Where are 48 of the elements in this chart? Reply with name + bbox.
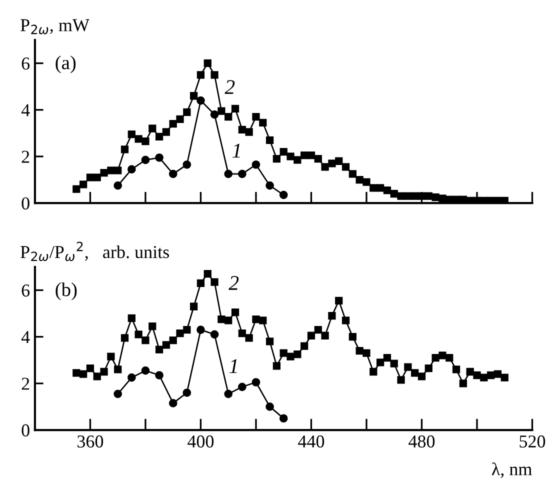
x-tick-label: 360: [78, 435, 104, 448]
annotation: 1: [229, 359, 237, 374]
annotation: 2: [228, 276, 239, 290]
x-tick-label: 400: [188, 435, 214, 448]
point: [279, 414, 288, 423]
annotation: 2: [224, 80, 235, 94]
point: [114, 181, 122, 190]
y-tick-label: 2: [22, 378, 30, 390]
point: [168, 170, 178, 178]
point: [238, 170, 246, 178]
y-axis-title: P$_{2ω}$, mW: [20, 19, 90, 34]
y-tick-label: 0: [22, 424, 30, 436]
point: [127, 373, 136, 382]
point: [238, 382, 246, 392]
point: [210, 110, 219, 119]
point: [196, 326, 205, 334]
point: [266, 181, 274, 190]
x-axis-title: λ, nm: [492, 462, 532, 478]
point: [196, 96, 205, 105]
point: [182, 160, 192, 169]
x-tick-label: 520: [520, 435, 546, 448]
point: [224, 170, 233, 178]
point: [155, 371, 164, 380]
point: [127, 165, 136, 174]
annotation: (a): [56, 56, 76, 74]
point: [266, 402, 274, 411]
point: [182, 388, 192, 397]
y-tick-label: 2: [22, 150, 30, 163]
x-tick-label: 440: [298, 435, 324, 448]
y-tick-label: 6: [22, 284, 30, 297]
point: [224, 390, 233, 398]
point: [141, 366, 150, 375]
y-tick-label: 6: [22, 58, 30, 70]
point: [155, 153, 164, 162]
annotation: 1: [232, 144, 240, 158]
point: [279, 190, 288, 200]
point: [168, 399, 178, 408]
point: [252, 160, 260, 169]
y-axis-title: P$_{2ω}$/P$_{ω}$$^{2}$, arb. units: [20, 242, 169, 262]
y-tick-label: 4: [21, 104, 30, 116]
annotation: (b): [56, 282, 77, 300]
point: [114, 390, 122, 398]
x-tick-label: 480: [408, 435, 435, 448]
y-tick-label: 0: [22, 197, 30, 210]
point: [141, 156, 150, 164]
y-tick-label: 4: [21, 331, 30, 344]
point: [210, 330, 219, 339]
point: [252, 378, 260, 386]
